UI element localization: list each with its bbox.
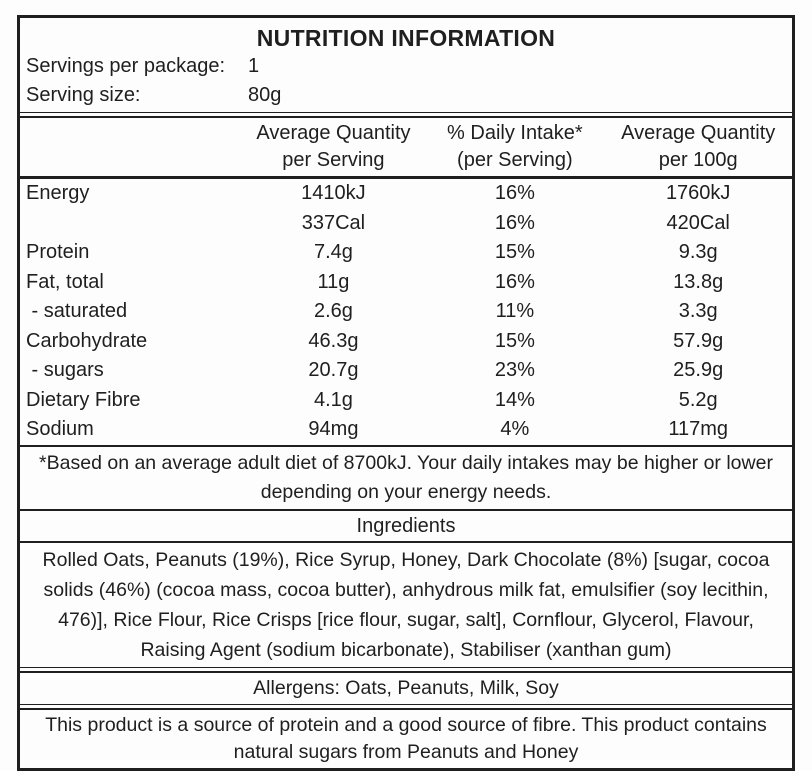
- nutrient-name-cell: Fat, total: [26, 270, 104, 293]
- header-line: Average Quantity: [621, 122, 776, 144]
- daily-intake-cell: 14%: [494, 388, 535, 411]
- ingredients-text: Rolled Oats, Peanuts (19%), Rice Syrup, …: [20, 543, 792, 667]
- serving-size-value: 80g: [248, 84, 282, 106]
- per-100g-cell: 3.3g: [678, 300, 718, 322]
- per-serving-cell: 94mg: [308, 418, 359, 440]
- nutrient-name-cell: - sugars: [26, 359, 104, 381]
- per-100g-cell: 13.8g: [673, 270, 724, 293]
- claims-text: This product is a source of protein and …: [20, 710, 792, 768]
- per-100g-cell: 57.9g: [673, 329, 724, 352]
- per-serving-cell: 11g: [317, 270, 350, 293]
- daily-intake-cell: 4%: [500, 418, 530, 440]
- header-line: % Daily Intake*: [447, 122, 583, 144]
- nutrient-name-cell: Energy: [26, 182, 90, 204]
- ingredients-line: solids (46%) (cocoa mass, cocoa butter),…: [43, 578, 769, 601]
- per-100g-cell: 117mg: [668, 418, 729, 440]
- servings-per-package-row: Servings per package: 1: [26, 52, 786, 81]
- daily-intake-cell: 16%: [494, 270, 535, 293]
- section-divider: [20, 666, 792, 673]
- daily-intake-cell: 11%: [495, 300, 535, 322]
- nutrient-table: Average Quantity per Serving % Daily Int…: [20, 118, 792, 445]
- nutrient-row: Energy 1410kJ 16% 1760kJ: [20, 178, 792, 209]
- section-divider: [20, 508, 792, 511]
- servings-per-package-label: Servings per package:: [26, 55, 226, 77]
- daily-intake-cell: 15%: [494, 241, 535, 263]
- claims-line: This product is a source of protein and …: [45, 713, 767, 736]
- nutrient-row: - sugars 20.7g 23% 25.9g: [20, 356, 792, 386]
- footnote-line: *Based on an average adult diet of 8700k…: [39, 451, 773, 474]
- per-serving-cell: 20.7g: [308, 359, 359, 381]
- nutrition-label: NUTRITION INFORMATION Servings per packa…: [17, 15, 795, 771]
- nutrient-name-cell: Carbohydrate: [26, 329, 148, 352]
- ingredients-line: Rolled Oats, Peanuts (19%), Rice Syrup, …: [42, 548, 770, 571]
- allergens-text: Allergens: Oats, Peanuts, Milk, Soy: [253, 676, 559, 699]
- per-100g-cell: 1760kJ: [665, 182, 731, 204]
- section-divider: [20, 540, 792, 543]
- per-serving-cell: 1410kJ: [301, 182, 366, 204]
- serving-size-label: Serving size:: [26, 84, 141, 106]
- nutrient-name-cell: Sodium: [26, 418, 94, 440]
- per-100g-cell: 5.2g: [678, 388, 718, 411]
- nutrient-row: Fat, total 11g 16% 13.8g: [20, 268, 792, 298]
- daily-intake-cell: 16%: [494, 211, 535, 234]
- nutrient-name-cell: Dietary Fibre: [26, 388, 141, 411]
- footnote-line: depending on your energy needs.: [260, 480, 552, 503]
- label-header: NUTRITION INFORMATION Servings per packa…: [20, 18, 792, 112]
- per-100g-column-header: Average Quantity per 100g: [604, 118, 792, 178]
- nutrient-row: 337Cal 16% 420Cal: [20, 209, 792, 239]
- per-serving-cell: 46.3g: [308, 329, 359, 352]
- nutrient-row: Dietary Fibre 4.1g 14% 5.2g: [20, 386, 792, 416]
- per-serving-cell: 2.6g: [313, 300, 353, 322]
- ingredients-line: Raising Agent (sodium bicarbonate), Stab…: [140, 638, 672, 661]
- nutrient-row: Protein 7.4g 15% 9.3g: [20, 238, 792, 268]
- nutrient-table-header: Average Quantity per Serving % Daily Int…: [20, 118, 792, 178]
- per-serving-column-header: Average Quantity per Serving: [242, 118, 426, 178]
- per-100g-cell: 25.9g: [673, 359, 724, 381]
- header-line: per Serving: [282, 149, 385, 171]
- per-100g-cell: 9.3g: [678, 241, 718, 263]
- section-divider: [20, 444, 792, 447]
- label-title: NUTRITION INFORMATION: [256, 25, 556, 51]
- nutrient-name-cell: - saturated: [26, 300, 128, 322]
- daily-intake-cell: 16%: [494, 182, 535, 204]
- section-divider: [20, 703, 792, 710]
- nutrient-row: Carbohydrate 46.3g 15% 57.9g: [20, 327, 792, 357]
- serving-size-row: Serving size: 80g: [26, 81, 786, 110]
- per-serving-cell: 337Cal: [301, 211, 366, 234]
- header-line: (per Serving): [457, 149, 573, 171]
- nutrient-row: - saturated 2.6g 11% 3.3g: [20, 297, 792, 327]
- ingredients-line: 476)], Rice Flour, Rice Crisps [rice flo…: [58, 608, 754, 631]
- ingredients-heading: Ingredients: [356, 514, 456, 537]
- section-divider: [20, 112, 792, 118]
- per-100g-cell: 420Cal: [666, 211, 730, 234]
- daily-intake-footnote: *Based on an average adult diet of 8700k…: [20, 447, 792, 509]
- nutrient-column-header: [20, 118, 242, 178]
- nutrient-name-cell: Protein: [26, 241, 90, 263]
- servings-per-package-value: 1: [248, 55, 260, 77]
- header-line: per 100g: [658, 149, 738, 171]
- header-line: Average Quantity: [256, 122, 411, 144]
- daily-intake-cell: 15%: [494, 329, 535, 352]
- nutrient-row: Sodium 94mg 4% 117mg: [20, 415, 792, 445]
- per-serving-cell: 7.4g: [313, 241, 353, 263]
- column-header-row: Average Quantity per Serving % Daily Int…: [20, 118, 792, 178]
- daily-intake-column-header: % Daily Intake* (per Serving): [425, 118, 604, 178]
- claims-line: natural sugars from Peanuts and Honey: [233, 740, 579, 763]
- per-serving-cell: 4.1g: [313, 388, 353, 411]
- nutrient-name-cell: [20, 209, 242, 239]
- daily-intake-cell: 23%: [494, 359, 535, 381]
